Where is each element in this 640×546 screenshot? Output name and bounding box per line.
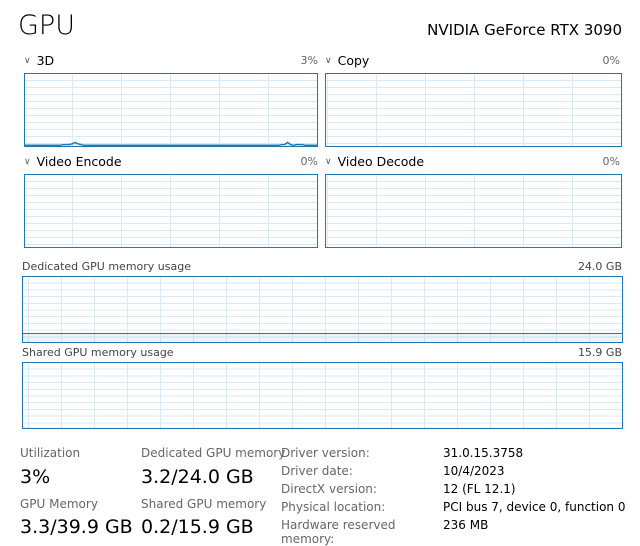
gpu-memory-label: GPU Memory [20, 497, 98, 511]
gpu-name: NVIDIA GeForce RTX 3090 [427, 21, 622, 39]
engine-percent: 0% [602, 54, 620, 67]
properties-table: Driver version: 31.0.15.3758 Driver date: 1… [281, 446, 625, 546]
chevron-down-icon: ∨ [24, 156, 31, 167]
property-row: Physical location: PCI bus 7, device 0, f… [281, 500, 625, 518]
shared-memory-value: 0.2/15.9 GB [141, 516, 254, 538]
engine-label: 3D [36, 53, 55, 68]
shared-graph-max: 15.9 GB [577, 346, 622, 359]
property-label: Physical location: [281, 500, 386, 514]
graph-video-decode [325, 174, 622, 248]
chevron-down-icon: ∨ [325, 156, 332, 167]
property-value: PCI bus 7, device 0, function 0 [443, 500, 626, 514]
engine-label: Video Encode [36, 154, 122, 169]
property-row: Hardware reserved memory: 236 MB [281, 518, 625, 546]
utilization-value: 3% [20, 466, 51, 488]
shared-graph-label: Shared GPU memory usage [22, 346, 174, 359]
usage-line [25, 141, 317, 146]
property-label: Driver date: [281, 464, 353, 478]
property-label: DirectX version: [281, 482, 377, 496]
dedicated-graph-max: 24.0 GB [577, 260, 622, 273]
graph-dedicated-memory [22, 276, 623, 343]
usage-fill [23, 427, 622, 428]
engine-percent: 3% [300, 54, 318, 67]
usage-polyline [25, 141, 317, 146]
engine-percent: 0% [602, 155, 620, 168]
property-value: 10/4/2023 [443, 464, 505, 478]
engine-selector-video-decode[interactable]: ∨ Video Decode [325, 154, 424, 169]
engine-selector-copy[interactable]: ∨ Copy [325, 53, 369, 68]
dedicated-memory-label: Dedicated GPU memory [141, 446, 286, 460]
property-label: Driver version: [281, 446, 370, 460]
property-value: 12 (FL 12.1) [443, 482, 516, 496]
graph-shared-memory [22, 362, 623, 429]
usage-fill [23, 333, 622, 342]
page-title: GPU [18, 10, 75, 41]
chevron-down-icon: ∨ [325, 55, 332, 66]
engine-percent: 0% [300, 155, 318, 168]
property-value: 236 MB [443, 518, 489, 532]
engine-label: Video Decode [337, 154, 425, 169]
engine-selector-3d[interactable]: ∨ 3D [24, 53, 54, 68]
graph-video-encode [24, 174, 318, 248]
shared-memory-label: Shared GPU memory [141, 497, 267, 511]
gpu-memory-value: 3.3/39.9 GB [20, 516, 133, 538]
dedicated-memory-value: 3.2/24.0 GB [141, 466, 254, 488]
property-row: Driver version: 31.0.15.3758 [281, 446, 625, 464]
engine-label: Copy [337, 53, 370, 68]
property-label: Hardware reserved memory: [281, 518, 396, 546]
graph-copy [325, 73, 622, 147]
dedicated-graph-label: Dedicated GPU memory usage [22, 260, 191, 273]
graph-3d [24, 73, 318, 147]
property-value: 31.0.15.3758 [443, 446, 524, 460]
engine-selector-video-encode[interactable]: ∨ Video Encode [24, 154, 122, 169]
utilization-label: Utilization [20, 446, 81, 460]
property-row: Driver date: 10/4/2023 [281, 464, 625, 482]
chevron-down-icon: ∨ [24, 55, 31, 66]
property-row: DirectX version: 12 (FL 12.1) [281, 482, 625, 500]
